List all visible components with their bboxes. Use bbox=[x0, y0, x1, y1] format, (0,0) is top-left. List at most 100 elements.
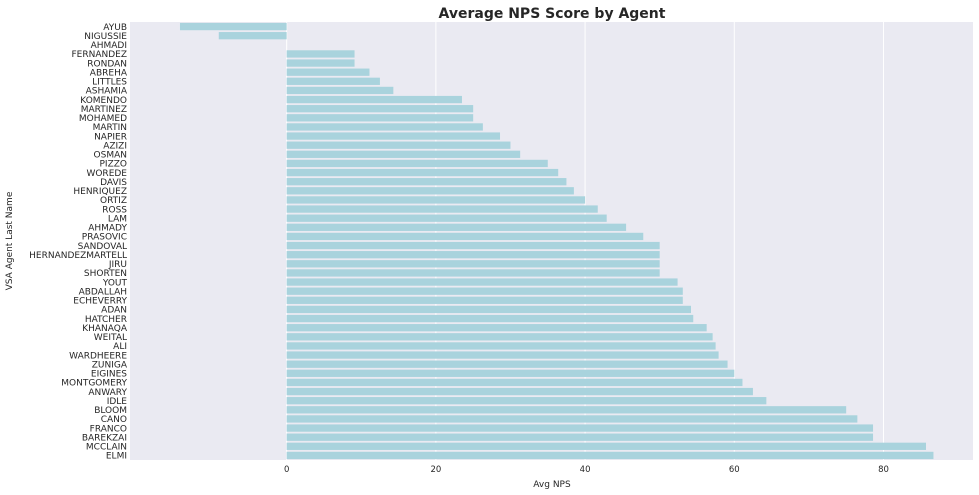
category-label-sandoval: SANDOVAL bbox=[78, 242, 127, 252]
category-label-komendo: KOMENDO bbox=[80, 96, 127, 106]
bar-cano bbox=[286, 415, 858, 423]
bar-fernandez bbox=[286, 50, 355, 58]
bar-abdallah bbox=[286, 287, 683, 295]
x-axis-label: Avg NPS bbox=[533, 480, 571, 490]
bar-bloom bbox=[286, 406, 847, 414]
x-tick-label-40: 40 bbox=[580, 465, 591, 475]
bar-ayub bbox=[179, 22, 287, 31]
bar-rondan bbox=[286, 59, 355, 67]
bar-ali bbox=[286, 342, 716, 350]
bar-anwary bbox=[286, 387, 753, 396]
category-label-hatcher: HATCHER bbox=[85, 315, 127, 325]
bar-montgomery bbox=[286, 378, 743, 387]
bar-mcclain bbox=[286, 442, 927, 450]
y-axis-label: VSA Agent Last Name bbox=[5, 191, 15, 290]
category-label-prasovic: PRASOVIC bbox=[82, 233, 127, 243]
category-label-ashamia: ASHAMIA bbox=[86, 87, 128, 97]
bar-shorten bbox=[286, 269, 660, 277]
category-label-montgomery: MONTGOMERY bbox=[61, 379, 127, 389]
category-label-ortiz: ORTIZ bbox=[100, 196, 127, 206]
bar-lam bbox=[286, 214, 607, 222]
category-label-jiru: JIRU bbox=[108, 260, 127, 270]
category-label-rondan: RONDAN bbox=[87, 59, 127, 69]
x-tick-label-0: 0 bbox=[284, 465, 289, 475]
category-label-hernandezmartell: HERNANDEZMARTELL bbox=[29, 251, 127, 261]
bar-wardheere bbox=[286, 351, 719, 359]
bar-jiru bbox=[286, 260, 660, 268]
x-tick-label-20: 20 bbox=[430, 465, 441, 475]
category-label-bloom: BLOOM bbox=[94, 406, 127, 416]
category-label-eigines: EIGINES bbox=[91, 370, 127, 380]
bar-ross bbox=[286, 205, 598, 213]
category-label-nigussie: NIGUSSIE bbox=[84, 32, 127, 42]
bar-abreha bbox=[286, 68, 370, 76]
bar-henriquez bbox=[286, 187, 574, 195]
x-tick-label-60: 60 bbox=[729, 465, 740, 475]
bar-littles bbox=[286, 77, 380, 85]
category-label-zuniga: ZUNIGA bbox=[92, 360, 128, 370]
category-label-cano: CANO bbox=[101, 415, 127, 425]
category-label-henriquez: HENRIQUEZ bbox=[73, 187, 127, 197]
category-label-barekzai: BAREKZAI bbox=[82, 433, 127, 443]
bar-napier bbox=[286, 132, 501, 140]
category-label-khanaqa: KHANAQA bbox=[82, 324, 128, 334]
category-label-anwary: ANWARY bbox=[88, 388, 127, 398]
bar-elmi bbox=[286, 451, 934, 460]
category-label-abdallah: ABDALLAH bbox=[79, 287, 127, 297]
chart-title: Average NPS Score by Agent bbox=[439, 6, 666, 22]
category-label-ross: ROSS bbox=[102, 205, 127, 215]
bar-ortiz bbox=[286, 196, 586, 204]
category-label-osman: OSMAN bbox=[94, 151, 127, 161]
category-label-mohamed: MOHAMED bbox=[79, 114, 127, 124]
bar-komendo bbox=[286, 95, 462, 104]
bar-pizzo bbox=[286, 159, 548, 168]
bar-weital bbox=[286, 333, 713, 341]
bar-davis bbox=[286, 178, 567, 186]
bar-martin bbox=[286, 123, 483, 131]
category-label-lam: LAM bbox=[108, 214, 127, 224]
category-label-ahmady: AHMADY bbox=[88, 224, 127, 234]
bar-prasovic bbox=[286, 232, 644, 241]
category-label-mcclain: MCCLAIN bbox=[86, 443, 127, 453]
bar-adan bbox=[286, 305, 692, 314]
bar-echeverry bbox=[286, 296, 683, 304]
bar-hatcher bbox=[286, 314, 694, 323]
category-label-adan: ADAN bbox=[101, 306, 127, 316]
bar-idle bbox=[286, 397, 767, 405]
category-label-littles: LITTLES bbox=[92, 78, 127, 88]
bar-franco bbox=[286, 424, 874, 432]
category-labels: AYUBNIGUSSIEAHMADIFERNANDEZRONDANABREHAL… bbox=[29, 23, 128, 462]
category-label-franco: FRANCO bbox=[90, 424, 127, 434]
category-label-elmi: ELMI bbox=[106, 452, 127, 462]
bar-hernandezmartell bbox=[286, 251, 660, 259]
category-label-ayub: AYUB bbox=[103, 23, 127, 33]
bar-nigussie bbox=[218, 32, 287, 40]
bar-mohamed bbox=[286, 114, 474, 122]
category-label-wardheere: WARDHEERE bbox=[69, 351, 127, 361]
bar-azizi bbox=[286, 141, 511, 149]
category-label-ahmadi: AHMADI bbox=[91, 41, 127, 51]
plot-area bbox=[130, 22, 973, 460]
bars bbox=[179, 22, 934, 460]
category-label-yout: YOUT bbox=[102, 278, 128, 288]
bar-worede bbox=[286, 168, 559, 177]
category-label-napier: NAPIER bbox=[94, 132, 127, 142]
category-label-martin: MARTIN bbox=[93, 123, 127, 133]
category-label-worede: WOREDE bbox=[86, 169, 127, 179]
bar-eigines bbox=[286, 369, 735, 377]
bar-ahmady bbox=[286, 223, 627, 231]
category-label-ali: ALI bbox=[113, 342, 127, 352]
category-label-fernandez: FERNANDEZ bbox=[71, 50, 127, 60]
x-tick-label-80: 80 bbox=[878, 465, 889, 475]
bar-osman bbox=[286, 150, 521, 158]
category-label-azizi: AZIZI bbox=[103, 141, 127, 151]
bar-sandoval bbox=[286, 241, 660, 250]
bar-barekzai bbox=[286, 433, 874, 441]
category-label-martinez: MARTINEZ bbox=[81, 105, 127, 115]
x-tick-labels: 0 20 40 60 80 bbox=[284, 465, 889, 475]
category-label-idle: IDLE bbox=[107, 397, 128, 407]
category-label-shorten: SHORTEN bbox=[84, 269, 127, 279]
category-label-echeverry: ECHEVERRY bbox=[73, 297, 127, 307]
